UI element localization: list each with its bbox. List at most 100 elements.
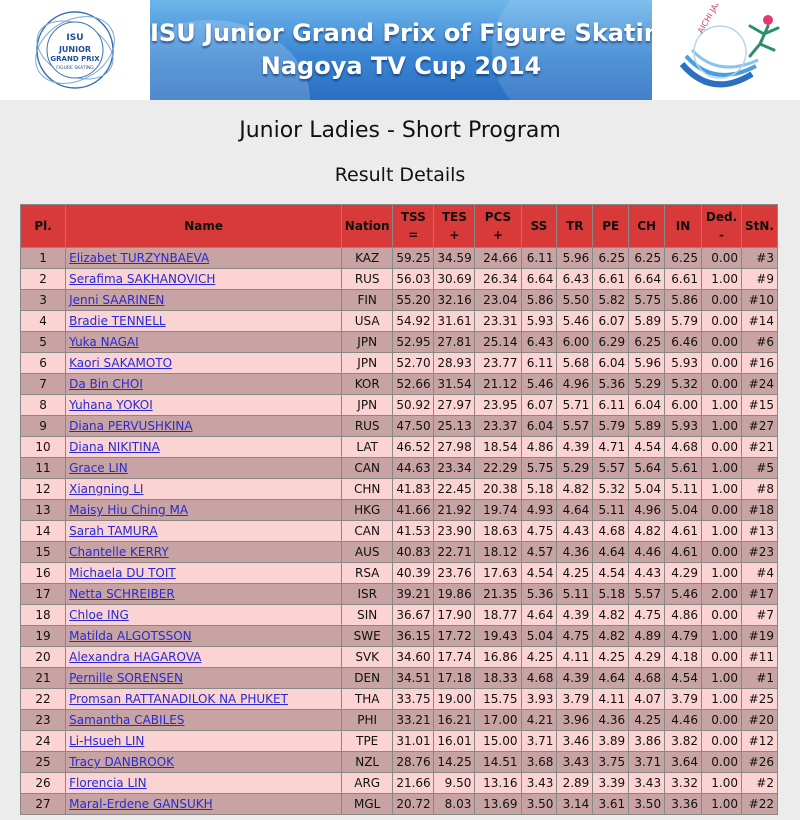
skater-link[interactable]: Alexandra HAGAROVA	[69, 650, 202, 664]
cell-ch: 4.43	[628, 562, 666, 584]
skater-link[interactable]: Maral-Erdene GANSUKH	[69, 797, 213, 811]
cell-nation: KOR	[341, 373, 394, 395]
cell-tr: 5.96	[556, 247, 594, 269]
table-row: 11 Grace LIN CAN 44.63 23.34 22.29 5.75 5.29 5.5…	[19, 457, 778, 479]
skater-link[interactable]: Li-Hsueh LIN	[69, 734, 145, 748]
cell-nation: RUS	[341, 415, 394, 437]
skater-link[interactable]: Serafima SAKHANOVICH	[69, 272, 216, 286]
cell-nation: CHN	[341, 478, 394, 500]
cell-tes: 31.61	[433, 310, 476, 332]
cell-place: 6	[19, 352, 67, 374]
cell-nation: JPN	[341, 331, 394, 353]
cell-nation: JPN	[341, 394, 394, 416]
cell-start-number: #27	[741, 415, 778, 437]
cell-ss: 5.46	[520, 373, 558, 395]
cell-start-number: #15	[741, 394, 778, 416]
cell-name: Da Bin CHOI	[65, 373, 343, 395]
skater-link[interactable]: Chantelle KERRY	[69, 545, 169, 559]
cell-start-number: #17	[741, 583, 778, 605]
cell-ss: 4.75	[520, 520, 558, 542]
cell-nation: TPE	[341, 730, 394, 752]
skater-link[interactable]: Diana NIKITINA	[69, 440, 160, 454]
cell-tss: 36.67	[392, 604, 435, 626]
skater-link[interactable]: Kaori SAKAMOTO	[69, 356, 173, 370]
cell-pcs: 25.14	[474, 331, 522, 353]
cell-tes: 27.97	[433, 394, 476, 416]
cell-tes: 25.13	[433, 415, 476, 437]
cell-pcs: 24.66	[474, 247, 522, 269]
event-banner: ISU Junior Grand Prix of Figure Skating …	[150, 0, 652, 100]
table-row: 24 Li-Hsueh LIN TPE 31.01 16.01 15.00 3.71 3.46…	[19, 730, 778, 752]
skater-link[interactable]: Diana PERVUSHKINA	[69, 419, 193, 433]
cell-pe: 6.11	[592, 394, 630, 416]
skater-link[interactable]: Chloe ING	[69, 608, 129, 622]
skater-link[interactable]: Netta SCHREIBER	[69, 587, 175, 601]
cell-tes: 22.45	[433, 478, 476, 500]
table-row: 18 Chloe ING SIN 36.67 17.90 18.77 4.64 4.39 4.8…	[19, 604, 778, 626]
cell-ss: 4.93	[520, 499, 558, 521]
cell-in: 3.64	[664, 751, 702, 773]
cell-start-number: #10	[741, 289, 778, 311]
skater-link[interactable]: Samantha CABILES	[69, 713, 185, 727]
cell-in: 5.93	[664, 352, 702, 374]
table-row: 21 Pernille SORENSEN DEN 34.51 17.18 18.33 4.6…	[19, 667, 778, 689]
cell-nation: ISR	[341, 583, 394, 605]
skater-link[interactable]: Elizabet TURZYNBAEVA	[69, 251, 210, 265]
cell-pcs: 20.38	[474, 478, 522, 500]
cell-ch: 5.96	[628, 352, 666, 374]
cell-place: 8	[19, 394, 67, 416]
cell-tss: 52.95	[392, 331, 435, 353]
cell-name: Samantha CABILES	[65, 709, 343, 731]
skater-link[interactable]: Maisy Hiu Ching MA	[69, 503, 189, 517]
skater-link[interactable]: Jenni SAARINEN	[69, 293, 165, 307]
cell-pcs: 13.16	[474, 772, 522, 794]
cell-ch: 4.25	[628, 709, 666, 731]
skater-link[interactable]: Pernille SORENSEN	[69, 671, 183, 685]
result-details-title: Result Details	[334, 164, 466, 186]
cell-start-number: #12	[741, 730, 778, 752]
col-name: Name	[65, 204, 343, 248]
skater-link[interactable]: Michaela DU TOIT	[69, 566, 176, 580]
cell-tss: 40.83	[392, 541, 435, 563]
cell-tss: 36.15	[392, 625, 435, 647]
col-place: Pl.	[19, 204, 67, 248]
cell-tss: 41.83	[392, 478, 435, 500]
cell-pe: 6.29	[592, 331, 630, 353]
cell-place: 26	[19, 772, 67, 794]
skater-link[interactable]: Sarah TAMURA	[69, 524, 158, 538]
skater-link[interactable]: Da Bin CHOI	[69, 377, 143, 391]
cell-name: Matilda ALGOTSSON	[65, 625, 343, 647]
cell-deductions: 0.00	[701, 646, 742, 668]
table-row: 5 Yuka NAGAI JPN 52.95 27.81 25.14 6.43 6.00 6.2…	[19, 331, 778, 353]
cell-deductions: 1.00	[701, 457, 742, 479]
skater-link[interactable]: Grace LIN	[69, 461, 128, 475]
cell-place: 1	[19, 247, 67, 269]
skater-link[interactable]: Promsan RATTANADILOK NA PHUKET	[69, 692, 288, 706]
cell-ss: 6.64	[520, 268, 558, 290]
table-row: 6 Kaori SAKAMOTO JPN 52.70 28.93 23.77 6.11 5.6…	[19, 352, 778, 374]
cell-ch: 3.86	[628, 730, 666, 752]
table-row: 1 Elizabet TURZYNBAEVA KAZ 59.25 34.59 24.66 6…	[19, 247, 778, 269]
cell-place: 4	[19, 310, 67, 332]
cell-pcs: 23.31	[474, 310, 522, 332]
skater-link[interactable]: Tracy DANBROOK	[69, 755, 175, 769]
cell-name: Serafima SAKHANOVICH	[65, 268, 343, 290]
cell-nation: LAT	[341, 436, 394, 458]
cell-nation: AUS	[341, 541, 394, 563]
skater-link[interactable]: Yuhana YOKOI	[69, 398, 153, 412]
cell-tss: 34.60	[392, 646, 435, 668]
skater-link[interactable]: Xiangning LI	[69, 482, 144, 496]
skater-link[interactable]: Yuka NAGAI	[69, 335, 139, 349]
cell-place: 20	[19, 646, 67, 668]
cell-tes: 23.76	[433, 562, 476, 584]
col-tes: TES +	[433, 204, 476, 248]
cell-in: 5.93	[664, 415, 702, 437]
cell-pe: 5.79	[592, 415, 630, 437]
skater-link[interactable]: Bradie TENNELL	[69, 314, 166, 328]
cell-pcs: 17.00	[474, 709, 522, 731]
cell-tes: 22.71	[433, 541, 476, 563]
col-nation: Nation	[341, 204, 394, 248]
skater-link[interactable]: Matilda ALGOTSSON	[69, 629, 192, 643]
skater-link[interactable]: Florencia LIN	[69, 776, 147, 790]
table-row: 14 Sarah TAMURA CAN 41.53 23.90 18.63 4.75 4.43…	[19, 520, 778, 542]
